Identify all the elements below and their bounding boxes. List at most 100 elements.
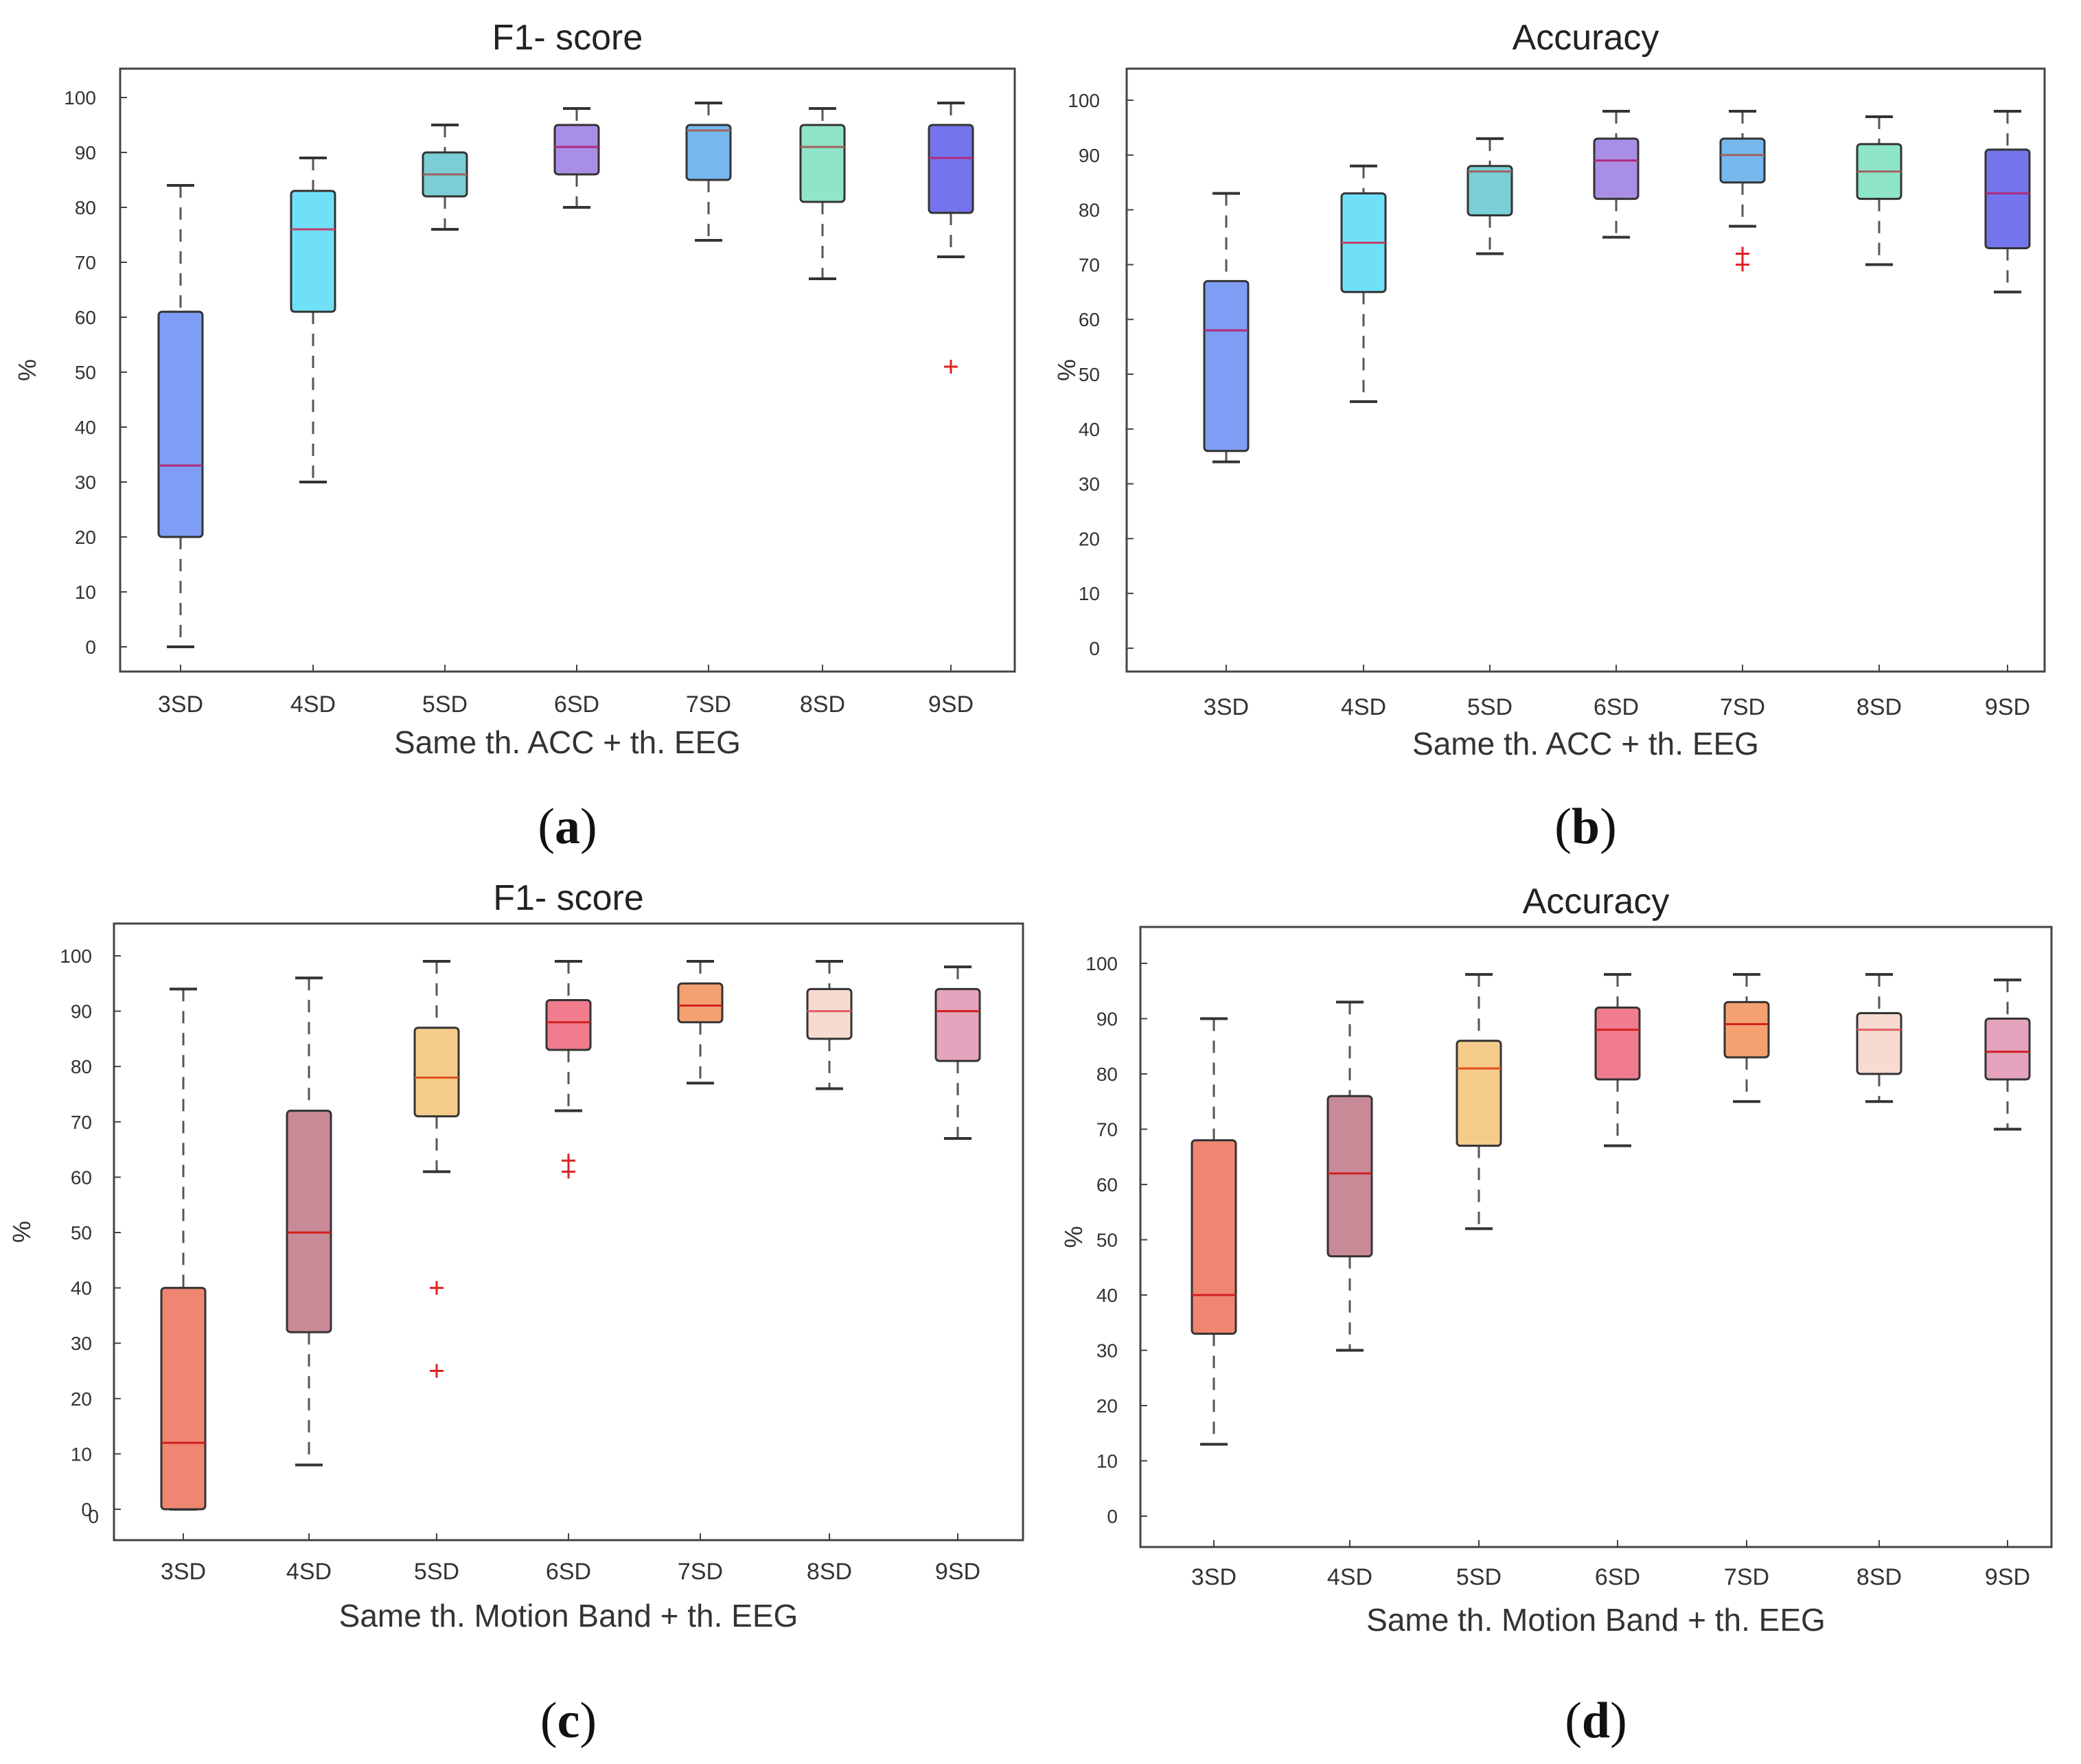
- panel-label-open: (: [540, 1693, 557, 1749]
- y-tick-label: 70: [1096, 1119, 1118, 1141]
- x-tick-label: 6SD: [1595, 1564, 1640, 1590]
- x-axis-label: Same th. Motion Band + th. EEG: [339, 1598, 798, 1634]
- x-tick-label: 9SD: [935, 1559, 980, 1585]
- x-tick-label: 3SD: [1191, 1564, 1237, 1590]
- x-tick-label: 7SD: [678, 1559, 723, 1585]
- x-tick-label: 7SD: [1720, 694, 1765, 720]
- iqr-box: [934, 987, 981, 1062]
- box-8SD: [799, 107, 846, 280]
- iqr-box: [1467, 165, 1513, 217]
- y-tick-label: 80: [75, 197, 96, 218]
- y-tick-label: 40: [75, 417, 96, 438]
- y-tick-label: 0: [81, 1499, 92, 1520]
- y-axis-label: %: [13, 359, 41, 381]
- x-tick-label: 5SD: [422, 691, 468, 718]
- panel-label: (a): [538, 799, 597, 855]
- chart-title: Accuracy: [1523, 882, 1670, 921]
- y-tick-label: 30: [75, 472, 96, 493]
- y-tick-label: 0: [85, 637, 96, 658]
- x-tick-label: 9SD: [1985, 694, 2030, 720]
- y-tick-label: 30: [71, 1333, 92, 1354]
- y-tick-label: 80: [71, 1056, 92, 1077]
- y-tick-label: 20: [1096, 1395, 1118, 1417]
- box-6SD: [1594, 973, 1641, 1147]
- y-tick-label: 90: [75, 142, 96, 163]
- y-tick-label: 60: [1079, 309, 1100, 330]
- x-axis-label: Same th. ACC + th. EEG: [1412, 726, 1759, 761]
- iqr-box: [799, 124, 846, 203]
- x-tick-label: 7SD: [1724, 1564, 1769, 1590]
- y-tick-label: 100: [60, 946, 92, 967]
- chart-title: Accuracy: [1513, 18, 1659, 58]
- box-9SD: [1984, 109, 2031, 294]
- y-tick-label: 70: [1079, 254, 1100, 275]
- x-tick-label: 4SD: [1341, 694, 1386, 720]
- x-axis-label: Same th. ACC + th. EEG: [394, 724, 741, 760]
- box-3SD: [160, 987, 207, 1511]
- y-tick-label: 80: [1096, 1064, 1118, 1085]
- panel-label-letter: a: [555, 799, 580, 855]
- y-tick-label: 10: [75, 582, 96, 603]
- x-tick-label: 6SD: [554, 691, 599, 718]
- x-tick-label: 5SD: [1467, 694, 1513, 720]
- y-tick-label: 80: [1079, 200, 1100, 221]
- x-tick-label: 3SD: [161, 1559, 206, 1585]
- y-tick-label: 90: [71, 1001, 92, 1022]
- panel-label-letter: c: [557, 1693, 580, 1749]
- x-axis-label: Same th. Motion Band + th. EEG: [1366, 1602, 1826, 1638]
- y-tick-label: 50: [71, 1222, 92, 1244]
- y-tick-label: 50: [1096, 1230, 1118, 1251]
- iqr-box: [1984, 148, 2031, 249]
- panel-label: (d): [1565, 1693, 1626, 1749]
- iqr-box: [1456, 1040, 1502, 1147]
- x-tick-label: 4SD: [1327, 1564, 1372, 1590]
- plot-frame: [1125, 67, 2046, 673]
- box-9SD: [934, 965, 981, 1140]
- y-tick-label: 20: [75, 527, 96, 548]
- y-axis-label: %: [1059, 1226, 1088, 1248]
- iqr-box: [1594, 1006, 1641, 1081]
- y-tick-label: 70: [75, 252, 96, 273]
- box-9SD: [928, 102, 974, 374]
- x-tick-label: 3SD: [158, 691, 203, 718]
- y-tick-label: 70: [71, 1112, 92, 1133]
- y-tick-label: 60: [75, 307, 96, 328]
- x-tick-label: 9SD: [1985, 1564, 2030, 1590]
- x-tick-label: 6SD: [546, 1559, 591, 1585]
- chart-panel-c: F1- score 0 10 20 30 40 50 60 70 80 90 100% 3SD 4SD 5S…: [8, 878, 1024, 1749]
- panel-label-letter: d: [1582, 1693, 1610, 1749]
- y-tick-label: 50: [1079, 364, 1100, 385]
- x-tick-label: 8SD: [800, 691, 845, 718]
- x-tick-label: 5SD: [414, 1559, 459, 1585]
- x-tick-label: 8SD: [1856, 694, 1902, 720]
- x-tick-label: 4SD: [290, 691, 336, 718]
- box-7SD: [677, 960, 724, 1085]
- box-6SD: [545, 960, 592, 1179]
- y-tick-label: 100: [1085, 953, 1118, 974]
- stray-tick-label: 0: [88, 1506, 99, 1527]
- iqr-box: [286, 1110, 332, 1333]
- box-5SD: [413, 960, 460, 1378]
- chart-title: F1- score: [493, 878, 644, 918]
- chart-panel-b: Accuracy 0 10 20 30 40 50 60 70 80 90 100% 3SD 4SD 5SD…: [1053, 18, 2046, 855]
- y-tick-label: 40: [71, 1278, 92, 1299]
- panel-label-open: (: [1565, 1693, 1582, 1749]
- box-9SD: [1984, 978, 2031, 1131]
- x-tick-label: 4SD: [286, 1559, 332, 1585]
- x-tick-label: 8SD: [1856, 1564, 1902, 1590]
- y-tick-label: 30: [1079, 474, 1100, 495]
- iqr-box: [157, 310, 204, 538]
- y-tick-label: 60: [1096, 1174, 1118, 1195]
- y-tick-label: 60: [71, 1167, 92, 1188]
- y-axis-label: %: [1053, 359, 1081, 381]
- y-tick-label: 20: [71, 1388, 92, 1410]
- y-axis-label: %: [8, 1221, 36, 1243]
- box-5SD: [1467, 137, 1513, 255]
- y-tick-label: 0: [1107, 1506, 1118, 1527]
- iqr-box: [1719, 137, 1766, 184]
- iqr-box: [413, 1027, 460, 1118]
- y-tick-label: 90: [1079, 145, 1100, 166]
- box-4SD: [286, 976, 332, 1467]
- y-tick-label: 100: [64, 87, 96, 108]
